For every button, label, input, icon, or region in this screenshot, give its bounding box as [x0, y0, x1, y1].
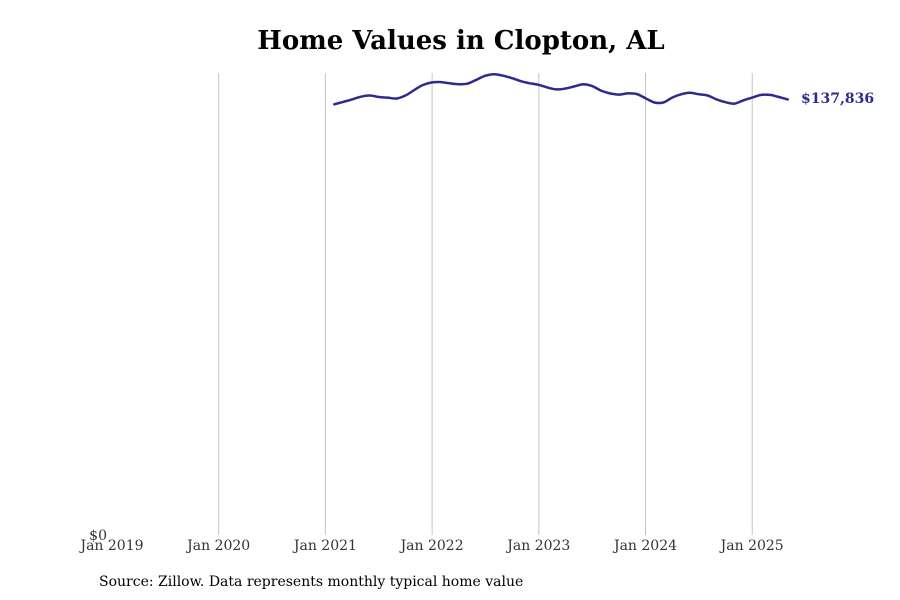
- x-tick-label: Jan 2025: [719, 538, 784, 554]
- source-note: Source: Zillow. Data represents monthly …: [99, 574, 524, 590]
- tick-labels: Jan 2019 Jan 2020 Jan 2021 Jan 2022 Jan 2023…: [78, 91, 874, 554]
- x-tick-label: Jan 2021: [292, 538, 357, 554]
- x-tick-label: Jan 2024: [612, 538, 677, 554]
- series-line-0: [333, 72, 790, 106]
- x-tick-label: Jan 2022: [399, 538, 464, 554]
- gridlines: [218, 73, 753, 535]
- end-value-label: $137,836: [801, 91, 874, 107]
- chart-title: Home Values in Clopton, AL: [257, 26, 665, 56]
- series-layer: [333, 72, 790, 106]
- y-tick-label: $0: [89, 528, 107, 544]
- x-tick-label: Jan 2019: [78, 538, 143, 554]
- x-tick-label: Jan 2020: [185, 538, 250, 554]
- x-tick-label: Jan 2023: [505, 538, 570, 554]
